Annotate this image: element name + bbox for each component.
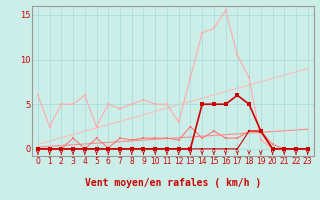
X-axis label: Vent moyen/en rafales ( km/h ): Vent moyen/en rafales ( km/h ) [85,178,261,188]
